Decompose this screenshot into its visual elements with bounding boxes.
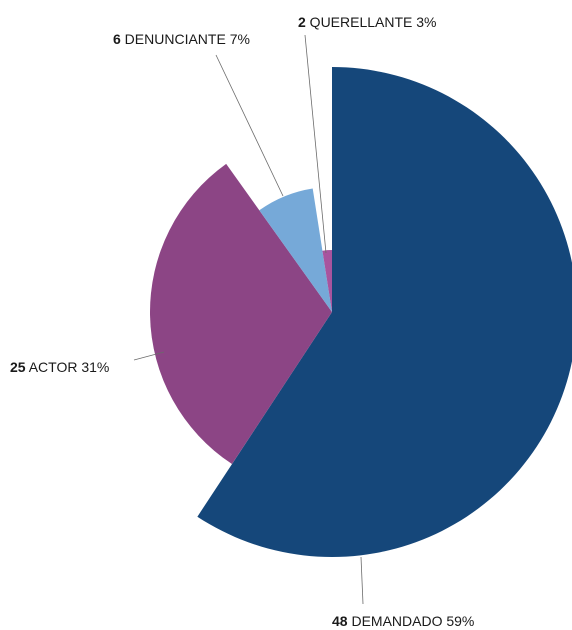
pie-slice-denunciante xyxy=(259,188,332,312)
leader-line-denunciante xyxy=(215,54,284,197)
data-label-value: 6 xyxy=(113,31,121,47)
pie-slice-querellante xyxy=(322,249,332,312)
leader-line-querellante xyxy=(304,34,327,254)
data-label-value: 2 xyxy=(298,14,306,30)
data-label-text: DEMANDADO 59% xyxy=(348,613,475,629)
data-label-value: 25 xyxy=(10,359,26,375)
data-label-actor: 25 ACTOR 31% xyxy=(10,359,109,375)
data-label-text: QUERELLANTE 3% xyxy=(306,14,437,30)
data-label-demandado: 48 DEMANDADO 59% xyxy=(332,613,474,629)
data-label-text: ACTOR 31% xyxy=(26,359,110,375)
leader-line-actor xyxy=(133,351,165,361)
data-label-querellante: 2 QUERELLANTE 3% xyxy=(298,14,437,30)
pie-slice-actor xyxy=(149,163,332,465)
pie-slice-demandado xyxy=(197,67,572,557)
data-label-text: DENUNCIANTE 7% xyxy=(121,31,250,47)
leader-line-demandado xyxy=(360,556,364,605)
data-label-denunciante: 6 DENUNCIANTE 7% xyxy=(113,31,250,47)
data-label-value: 48 xyxy=(332,613,348,629)
